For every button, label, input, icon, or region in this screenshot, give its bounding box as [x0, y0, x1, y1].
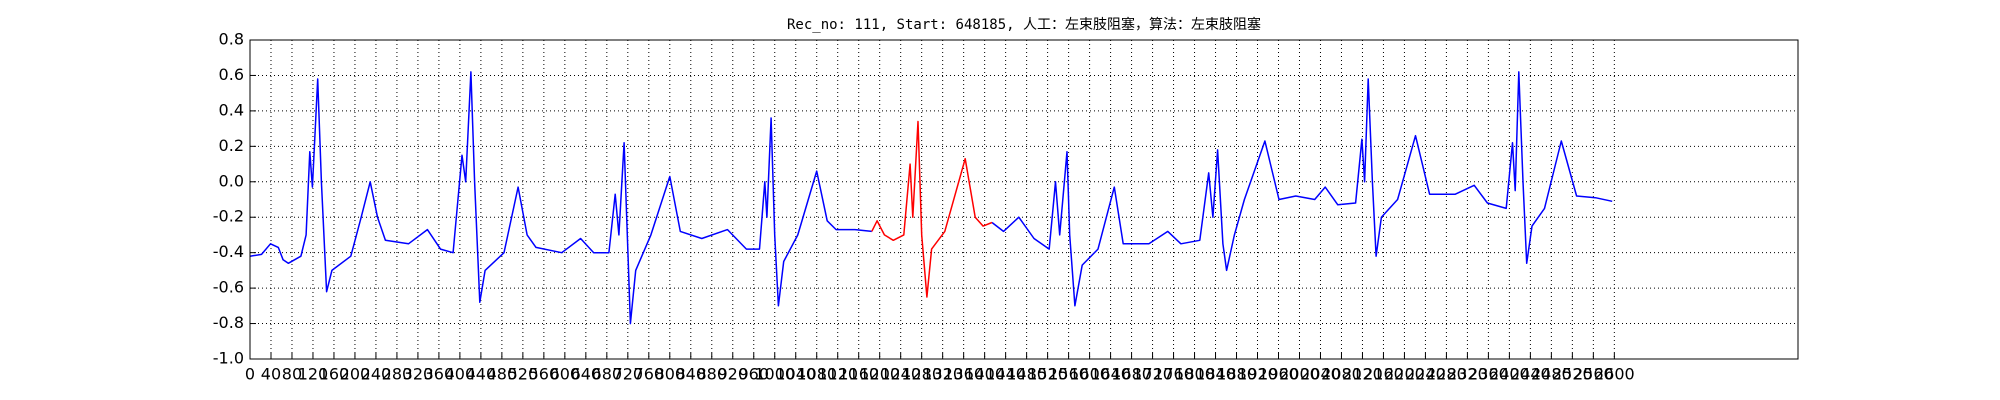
x-tick-label: 1640	[1090, 365, 1131, 384]
x-tick-label: 760	[634, 365, 665, 384]
y-tick-label: -0.4	[213, 242, 244, 261]
x-tick-label: 1400	[964, 365, 1005, 384]
x-tick-label: 2280	[1426, 365, 1467, 384]
x-tick-label: 2240	[1405, 365, 1446, 384]
x-tick-label: 1200	[859, 365, 900, 384]
x-tick-label: 1680	[1111, 365, 1152, 384]
y-tick-label: -0.6	[213, 278, 244, 297]
x-tick-label: 1040	[775, 365, 816, 384]
x-tick-label: 2000	[1279, 365, 1320, 384]
x-tick-label: 2040	[1300, 365, 1341, 384]
x-tick-label: 840	[676, 365, 707, 384]
x-tick-label: 1360	[943, 365, 984, 384]
x-tick-label: 640	[571, 365, 602, 384]
x-tick-label: 1480	[1006, 365, 1047, 384]
x-tick-label: 680	[592, 365, 623, 384]
x-tick-label: 1120	[817, 365, 858, 384]
x-tick-label: 2400	[1489, 365, 1530, 384]
y-tick-label: 0.2	[219, 136, 244, 155]
x-tick-label: 1440	[985, 365, 1026, 384]
x-tick-label: 2120	[1342, 365, 1383, 384]
x-tick-label: 2200	[1384, 365, 1425, 384]
x-tick-label: 40	[261, 365, 281, 384]
x-tick-label: 1600	[1069, 365, 1110, 384]
x-tick-label: 1840	[1195, 365, 1236, 384]
x-tick-label: 2320	[1447, 365, 1488, 384]
x-tick-label: 80	[282, 365, 302, 384]
x-tick-label: 1920	[1237, 365, 1278, 384]
x-tick-label: 440	[466, 365, 497, 384]
y-tick-label: 0.8	[219, 30, 244, 49]
x-tick-label: 1160	[838, 365, 879, 384]
x-tick-label: 1320	[922, 365, 963, 384]
x-tick-label: 920	[717, 365, 748, 384]
x-tick-label: 1000	[754, 365, 795, 384]
x-tick-label: 200	[340, 365, 371, 384]
x-tick-label: 480	[487, 365, 518, 384]
x-tick-label: 2600	[1594, 365, 1635, 384]
x-tick-label: 400	[445, 365, 476, 384]
y-tick-label: -0.8	[213, 313, 244, 332]
ecg-line	[871, 120, 993, 298]
ecg-line	[249, 71, 1613, 325]
y-tick-label: -0.2	[213, 207, 244, 226]
x-tick-label: 2560	[1573, 365, 1614, 384]
x-tick-label: 1760	[1153, 365, 1194, 384]
x-tick-label: 1720	[1132, 365, 1173, 384]
x-tick-label: 520	[508, 365, 539, 384]
x-tick-label: 2080	[1321, 365, 1362, 384]
x-tick-label: 560	[529, 365, 560, 384]
x-tick-label: 0	[245, 365, 255, 384]
x-tick-label: 800	[655, 365, 686, 384]
chart-title: Rec_no: 111, Start: 648185, 人工：左束肢阻塞，算法：…	[787, 16, 1261, 33]
x-tick-label: 1960	[1258, 365, 1299, 384]
x-tick-label: 240	[361, 365, 392, 384]
x-tick-label: 1240	[880, 365, 921, 384]
plot-frame	[249, 39, 1799, 360]
x-tick-label: 280	[382, 365, 413, 384]
x-tick-label: 2440	[1510, 365, 1551, 384]
x-tick-label: 880	[697, 365, 728, 384]
x-tick-label: 2160	[1363, 365, 1404, 384]
x-tick-label: 1520	[1027, 365, 1068, 384]
y-tick-label: 0.6	[219, 65, 244, 84]
x-tick-label: 960	[738, 365, 769, 384]
x-tick-label: 1880	[1216, 365, 1257, 384]
y-tick-label: 0.4	[219, 100, 244, 119]
x-tick-label: 1280	[901, 365, 942, 384]
x-tick-label: 2520	[1552, 365, 1593, 384]
x-tick-label: 2480	[1531, 365, 1572, 384]
x-tick-label: 360	[424, 365, 455, 384]
x-tick-label: 720	[613, 365, 644, 384]
x-tick-label: 320	[403, 365, 434, 384]
x-tick-label: 2360	[1468, 365, 1509, 384]
y-tick-label: 0.0	[219, 171, 244, 190]
y-tick-label: -1.0	[213, 349, 244, 368]
x-tick-label: 1560	[1048, 365, 1089, 384]
x-tick-label: 160	[319, 365, 350, 384]
x-tick-label: 1800	[1174, 365, 1215, 384]
x-tick-label: 600	[550, 365, 581, 384]
x-tick-label: 120	[298, 365, 329, 384]
x-tick-label: 1080	[796, 365, 837, 384]
